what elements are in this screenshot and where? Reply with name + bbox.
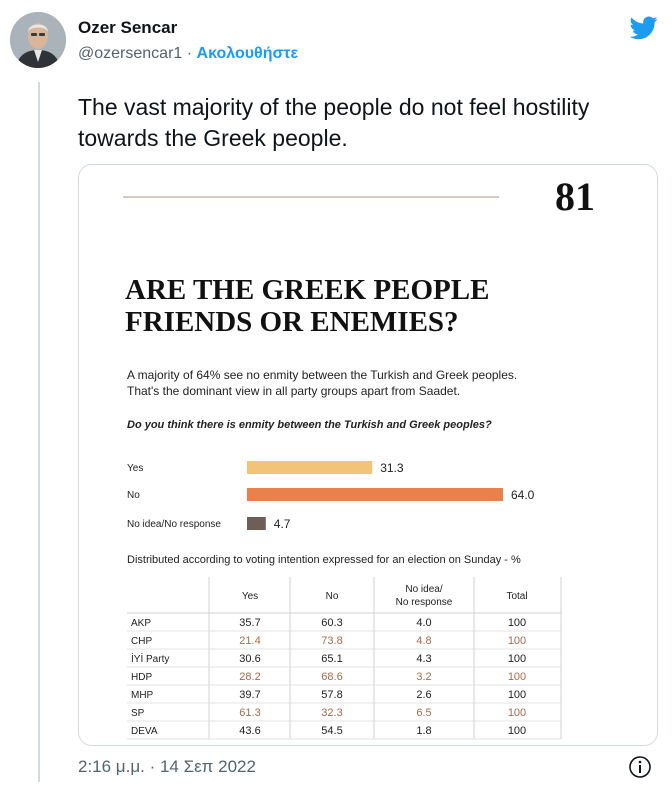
bar-chart: Yes 31.3 No 64.0 No idea/No response 4.7 bbox=[127, 461, 535, 531]
table-cell-yes: 21.4 bbox=[239, 635, 260, 647]
table-cell-noidea: 2.6 bbox=[416, 689, 431, 701]
bar-category-label: No bbox=[127, 490, 140, 501]
results-table: Yes No No idea/No response Total AKP 35.7 60.3… bbox=[127, 577, 562, 740]
table-cell-yes: 43.6 bbox=[239, 725, 260, 737]
table-cell-noidea: 3.2 bbox=[416, 671, 431, 683]
tweet-text: The vast majority of the people do not f… bbox=[78, 94, 590, 151]
table-cell-total: 100 bbox=[508, 653, 526, 665]
table-cell-no: 60.3 bbox=[321, 617, 342, 629]
table-cell-noidea: 6.5 bbox=[416, 707, 431, 719]
figure-title-line2: FRIENDS OR ENEMIES? bbox=[125, 306, 459, 338]
table-cell-noidea: 4.0 bbox=[416, 617, 431, 629]
table-party-cell: DEVA bbox=[131, 726, 158, 737]
table-header: No bbox=[326, 591, 339, 602]
avatar[interactable] bbox=[10, 12, 66, 68]
table-party-cell: SP bbox=[131, 708, 145, 719]
table-cell-no: 32.3 bbox=[321, 707, 342, 719]
table-cell-no: 65.1 bbox=[321, 653, 342, 665]
bar bbox=[247, 461, 373, 474]
figure-title-line1: ARE THE GREEK PEOPLE bbox=[125, 274, 489, 306]
table-cell-no: 73.8 bbox=[321, 635, 342, 647]
table-cell-total: 100 bbox=[508, 689, 526, 701]
table-party-cell: HDP bbox=[131, 672, 152, 683]
table-cell-total: 100 bbox=[508, 725, 526, 737]
follow-link[interactable]: Ακολουθήστε bbox=[196, 45, 299, 62]
table-cell-no: 57.8 bbox=[321, 689, 342, 701]
tweet-timestamp[interactable]: 2:16 μ.μ. · 14 Σεπ 2022 bbox=[78, 757, 256, 776]
table-cell-no: 54.5 bbox=[321, 725, 342, 737]
table-cell-total: 100 bbox=[508, 707, 526, 719]
page-number: 81 bbox=[555, 174, 595, 219]
table-header: Total bbox=[506, 591, 527, 602]
table-cell-yes: 28.2 bbox=[239, 671, 260, 683]
survey-figure: 81 ARE THE GREEK PEOPLE FRIENDS OR ENEMI… bbox=[79, 165, 657, 745]
intro-line2: That's the dominant view in all party gr… bbox=[127, 384, 460, 398]
table-cell-yes: 61.3 bbox=[239, 707, 260, 719]
bar-category-label: Yes bbox=[127, 463, 143, 474]
table-cell-total: 100 bbox=[508, 635, 526, 647]
twitter-bird-icon[interactable] bbox=[630, 16, 658, 40]
avatar-photo bbox=[10, 12, 66, 68]
table-cell-total: 100 bbox=[508, 617, 526, 629]
table-header: No idea/ bbox=[405, 584, 442, 595]
bar-value-label: 4.7 bbox=[274, 517, 291, 531]
table-cell-yes: 35.7 bbox=[239, 617, 260, 629]
bar bbox=[247, 517, 266, 530]
intro-line1: A majority of 64% see no enmity between … bbox=[127, 368, 517, 382]
table-cell-yes: 30.6 bbox=[239, 653, 260, 665]
table-party-cell: AKP bbox=[131, 618, 151, 629]
bar-value-label: 64.0 bbox=[511, 488, 535, 502]
table-party-cell: CHP bbox=[131, 636, 152, 647]
table-cell-yes: 39.7 bbox=[239, 689, 260, 701]
table-cell-no: 68.6 bbox=[321, 671, 342, 683]
table-header: No response bbox=[396, 597, 453, 608]
bar bbox=[247, 488, 503, 501]
table-cell-noidea: 4.3 bbox=[416, 653, 431, 665]
table-party-cell: İYİ Party bbox=[131, 652, 169, 665]
author-handle[interactable]: @ozersencar1 bbox=[78, 45, 183, 62]
table-party-cell: MHP bbox=[131, 690, 154, 701]
table-header: Yes bbox=[242, 591, 258, 602]
bar-category-label: No idea/No response bbox=[127, 519, 221, 530]
author-handle-row: @ozersencar1 · Ακολουθήστε bbox=[78, 45, 298, 63]
table-cell-noidea: 1.8 bbox=[416, 725, 431, 737]
info-icon[interactable] bbox=[628, 755, 652, 779]
author-name[interactable]: Ozer Sencar bbox=[78, 18, 178, 37]
thread-line bbox=[38, 82, 40, 782]
bar-value-label: 31.3 bbox=[380, 461, 404, 475]
tweet-image[interactable]: 81 ARE THE GREEK PEOPLE FRIENDS OR ENEMI… bbox=[78, 164, 658, 746]
handle-separator: · bbox=[186, 45, 193, 62]
table-cell-total: 100 bbox=[508, 671, 526, 683]
table-caption: Distributed according to voting intentio… bbox=[127, 554, 521, 566]
table-cell-noidea: 4.8 bbox=[416, 635, 431, 647]
survey-question: Do you think there is enmity between the… bbox=[127, 419, 492, 431]
